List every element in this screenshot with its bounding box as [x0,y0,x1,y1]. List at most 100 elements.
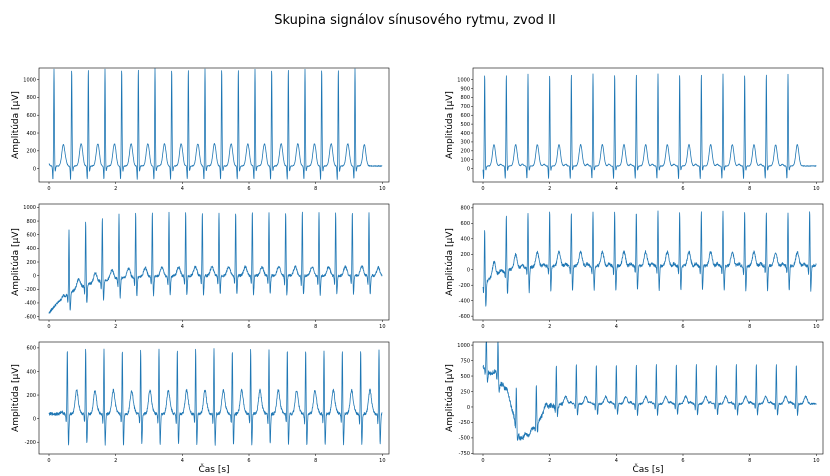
y-tick-label: -400 [25,301,36,307]
y-tick-label: 800 [460,95,470,101]
ecg-signal-line [482,341,817,441]
y-tick-label: 700 [460,104,470,110]
x-tick-label: 10 [813,186,819,192]
x-tick-label: 6 [247,324,250,330]
y-tick-label: 400 [26,369,36,375]
x-tick-label: 0 [481,324,484,330]
y-tick-label: 400 [460,237,470,243]
y-tick-label: -600 [25,314,36,320]
y-tick-label: 250 [460,389,470,395]
x-tick-label: 8 [314,324,317,330]
x-tick-label: 10 [813,324,819,330]
y-tick-label: 600 [26,346,36,352]
y-tick-label: 1000 [23,205,36,211]
ecg-signal-line [48,68,383,180]
y-tick-label: 800 [460,206,470,212]
y-tick-label: 0 [467,166,470,172]
y-axis-label: Amplitúda [μV] [445,228,455,296]
y-tick-label: 200 [460,252,470,258]
x-tick-label: 2 [114,186,117,192]
y-axis-label: Amplitúda [μV] [11,91,21,159]
x-tick-label: 10 [379,458,385,464]
y-tick-label: 800 [26,219,36,225]
ecg-panel-4: 0 2 4 6 8 10 -600 -400 -200 0 200 400 600 800 Amplitúd… [445,203,824,330]
y-tick-label: 100 [460,158,470,164]
y-tick-label: 1000 [457,343,470,349]
x-tick-label: 6 [681,458,684,464]
x-tick-label: 8 [748,324,751,330]
y-tick-label: 1000 [23,77,36,83]
x-tick-label: 8 [748,186,751,192]
y-tick-label: -600 [459,314,470,320]
x-tick-label: 0 [481,186,484,192]
y-tick-label: -750 [459,451,470,457]
axes-frame [472,341,824,455]
y-tick-label: 900 [460,86,470,92]
x-tick-label: 0 [47,458,50,464]
x-tick-label: 2 [114,324,117,330]
y-tick-label: 0 [33,273,36,279]
x-tick-label: 6 [247,186,250,192]
x-tick-label: 6 [247,458,250,464]
axes-frame [38,341,390,455]
y-tick-label: 1000 [457,77,470,83]
ecg-signal-line [48,211,383,314]
axes-frame [472,203,824,321]
y-tick-label: 600 [460,113,470,119]
x-tick-label: 10 [813,458,819,464]
y-tick-label: 400 [26,131,36,137]
x-tick-label: 0 [481,458,484,464]
x-tick-label: 8 [314,458,317,464]
x-tick-label: 4 [615,458,618,464]
y-tick-label: 500 [460,374,470,380]
y-tick-label: 200 [26,149,36,155]
x-tick-label: 2 [548,186,551,192]
x-tick-label: 0 [47,324,50,330]
x-tick-label: 2 [548,458,551,464]
axes-frame [38,67,390,183]
y-tick-label: 750 [460,358,470,364]
x-tick-label: 2 [548,324,551,330]
y-tick-label: 600 [26,113,36,119]
ecg-panel-1: 0 2 4 6 8 10 0 200 400 600 800 1000 Amplitúda [μV] [11,67,390,192]
x-tick-label: 0 [47,186,50,192]
x-tick-label: 10 [379,186,385,192]
x-tick-label: 4 [181,186,184,192]
y-tick-label: 400 [26,246,36,252]
y-tick-label: 200 [26,260,36,266]
y-tick-label: 200 [26,393,36,399]
x-tick-label: 2 [114,458,117,464]
x-tick-label: 4 [615,186,618,192]
ecg-signal-line [482,210,817,307]
ecg-panel-6: 0 2 4 6 8 10 -750 -500 -250 0 250 500 750 1000 Amplitú… [445,341,824,475]
ecg-panel-2: 0 2 4 6 8 1001002003004005006007008009001000A… [445,67,824,192]
axes-frame [472,67,824,183]
y-axis-label: Amplitúda [μV] [11,228,21,296]
x-tick-label: 8 [314,186,317,192]
y-axis-label: Amplitúda [μV] [11,364,21,432]
y-tick-label: 600 [26,233,36,239]
y-tick-label: 800 [26,95,36,101]
y-tick-label: 500 [460,122,470,128]
y-tick-label: 600 [460,221,470,227]
x-tick-label: 4 [181,324,184,330]
y-tick-label: 200 [460,149,470,155]
x-axis-label: Čas [s] [198,463,229,475]
y-tick-label: -200 [25,440,36,446]
y-tick-label: 0 [33,416,36,422]
figure-title: Skupina signálov sínusového rytmu, zvod … [274,13,556,28]
y-tick-label: -250 [459,420,470,426]
y-tick-label: 400 [460,131,470,137]
x-tick-label: 10 [379,324,385,330]
x-axis-label: Čas [s] [632,463,663,475]
y-axis-label: Amplitúda [μV] [445,364,455,432]
y-tick-label: -500 [459,436,470,442]
ecg-panel-5: 0 2 4 6 8 10 -200 0 200 400 600 Amplitúda [μV] Čas [… [11,341,390,475]
y-tick-label: 0 [33,166,36,172]
x-tick-label: 4 [615,324,618,330]
y-axis-label: Amplitúda [μV] [445,91,455,159]
x-tick-label: 4 [181,458,184,464]
ecg-signal-line [482,73,817,180]
x-tick-label: 8 [748,458,751,464]
